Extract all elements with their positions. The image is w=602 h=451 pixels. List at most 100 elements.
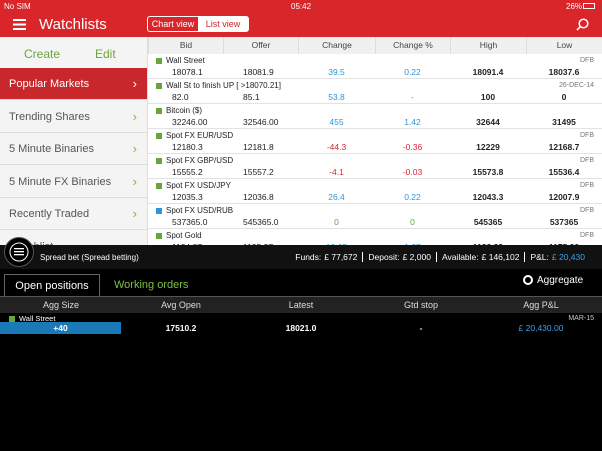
cell: 12007.9 <box>548 192 580 202</box>
market-name: Spot Gold <box>166 231 202 240</box>
cell: 12036.8 <box>243 192 274 202</box>
cell: 15555.2 <box>172 167 203 177</box>
summary-value: £ 2,000 <box>402 252 431 262</box>
panel-toggle[interactable] <box>4 237 34 267</box>
summary-label: Funds: <box>295 252 322 262</box>
cell: 0 <box>334 217 339 227</box>
market-icon <box>156 208 162 214</box>
cell: 12043.3 <box>472 192 504 202</box>
summary-label: Available: <box>441 252 479 262</box>
market-icon <box>156 108 162 114</box>
summary-label: Deposit: <box>368 252 400 262</box>
account-bar: Spread bet (Spread betting) Funds: £ 77,6… <box>0 245 602 269</box>
account-summary: Funds: £ 77,672 Deposit: £ 2,000 Available: £… <box>290 252 590 262</box>
summary-item: Funds: £ 77,672 <box>290 252 362 262</box>
menu-item[interactable]: 5 Minute FX Binaries › <box>0 166 147 198</box>
position-icon <box>9 316 15 322</box>
column-header: Gtd stop <box>403 300 439 310</box>
tab-open-positions[interactable]: Open positions <box>4 274 100 296</box>
position-cell: 17510.2 <box>165 323 197 333</box>
cell: 15573.8 <box>472 167 504 177</box>
market-name: Spot FX GBP/USD <box>166 156 234 165</box>
chevron: › <box>132 76 137 91</box>
cell: 545365 <box>473 217 503 227</box>
position-name[interactable]: Wall Street <box>19 314 56 323</box>
create[interactable]: Create <box>24 47 61 61</box>
column-header: Agg Size <box>42 300 80 310</box>
cell: 537365 <box>549 217 579 227</box>
carrier: No SIM <box>4 2 31 11</box>
cell: 32644 <box>476 117 500 127</box>
market-tag: DFB <box>580 207 594 214</box>
market-name: Wall Street <box>166 56 205 65</box>
cell: 455 <box>329 117 344 127</box>
top-bar: Watchlists Chart view List view <box>0 13 602 37</box>
cell: 12181.8 <box>243 142 274 152</box>
market-icon <box>156 133 162 139</box>
menu-item[interactable]: 5 Minute Binaries › <box>0 133 147 165</box>
cell: 545365.0 <box>243 217 279 227</box>
market-row[interactable]: Wall St to finish UP [ >18070.21] 26-DEC-… <box>148 79 602 104</box>
positions-panel: Spread bet (Spread betting) Funds: £ 77,6… <box>0 245 602 451</box>
menu-icon[interactable] <box>13 19 26 30</box>
cell: -44.3 <box>326 142 347 152</box>
menu-item[interactable]: Popular Markets › <box>0 68 147 100</box>
aggregate-radio[interactable] <box>523 275 533 285</box>
chart-view[interactable]: Chart view <box>151 19 195 29</box>
list-view[interactable]: List view <box>198 17 248 31</box>
cell: 15557.2 <box>243 167 274 177</box>
column-header: Bid <box>148 37 223 54</box>
tab-working-orders[interactable]: Working orders <box>114 279 189 291</box>
position-expiry: MAR-15 <box>568 315 594 322</box>
cell: 15536.4 <box>548 167 580 177</box>
position-cell: - <box>419 323 423 333</box>
position-cell: 18021.0 <box>285 323 317 333</box>
summary-label: P&L: <box>530 252 549 262</box>
cell: 12229 <box>476 142 500 152</box>
column-header: Offer <box>223 37 298 54</box>
cell: 537365.0 <box>172 217 208 227</box>
market-tag: DFB <box>580 132 594 139</box>
column-header: Avg Open <box>161 300 201 310</box>
search-icon[interactable] <box>576 18 589 31</box>
cell: 18081.9 <box>243 67 274 77</box>
column-header: Change % <box>375 37 450 54</box>
cell: -4.1 <box>329 167 344 177</box>
market-name: Spot FX USD/JPY <box>166 181 231 190</box>
cell: 12035.3 <box>172 192 203 202</box>
market-row[interactable]: Bitcoin ($) 32246.00 32546.00 455 1.42 32644 3… <box>148 104 602 129</box>
cell: 18078.1 <box>172 67 203 77</box>
time: 05:42 <box>291 2 312 11</box>
market-tag: DFB <box>580 182 594 189</box>
menu-item[interactable]: Recently Traded › <box>0 198 147 230</box>
cell: 100 <box>480 92 496 102</box>
market-row[interactable]: Spot FX USD/RUB DFB 537365.0 545365.0 0 0 5453… <box>148 204 602 229</box>
market-icon <box>156 58 162 64</box>
column-header: Low <box>526 37 602 54</box>
menu-item[interactable]: Trending Shares › <box>0 101 147 133</box>
market-name: Spot FX USD/RUB <box>166 206 234 215</box>
market-icon <box>156 83 162 89</box>
position-cell: +40 <box>0 322 121 334</box>
cell: 82.0 <box>172 92 189 102</box>
market-name: Wall St to finish UP [ >18070.21] <box>166 81 281 90</box>
market-row[interactable]: Spot FX GBP/USD DFB 15555.2 15557.2 -4.1 -0.0… <box>148 154 602 179</box>
divider <box>0 296 602 297</box>
market-tag: 26-DEC-14 <box>558 82 594 89</box>
edit[interactable]: Edit <box>95 47 116 61</box>
cell: 18091.4 <box>472 67 504 77</box>
cell: 0.22 <box>404 67 421 77</box>
market-row[interactable]: Wall Street DFB 18078.1 18081.9 39.5 0.22 1809… <box>148 54 602 79</box>
market-row[interactable]: Spot FX USD/JPY DFB 12035.3 12036.8 26.4 0.22… <box>148 179 602 204</box>
column-header: High <box>450 37 526 54</box>
cell: 53.8 <box>328 92 345 102</box>
chevron: › <box>132 141 137 156</box>
title: Watchlists <box>39 16 107 33</box>
cell: 39.5 <box>328 67 345 77</box>
market-name: Spot FX EUR/USD <box>166 131 234 140</box>
cell: -0.36 <box>402 142 423 152</box>
market-row[interactable]: Spot FX EUR/USD DFB 12180.3 12181.8 -44.3 -0.… <box>148 129 602 154</box>
summary-value: £ 146,102 <box>481 252 520 262</box>
cell: 12168.7 <box>548 142 580 152</box>
